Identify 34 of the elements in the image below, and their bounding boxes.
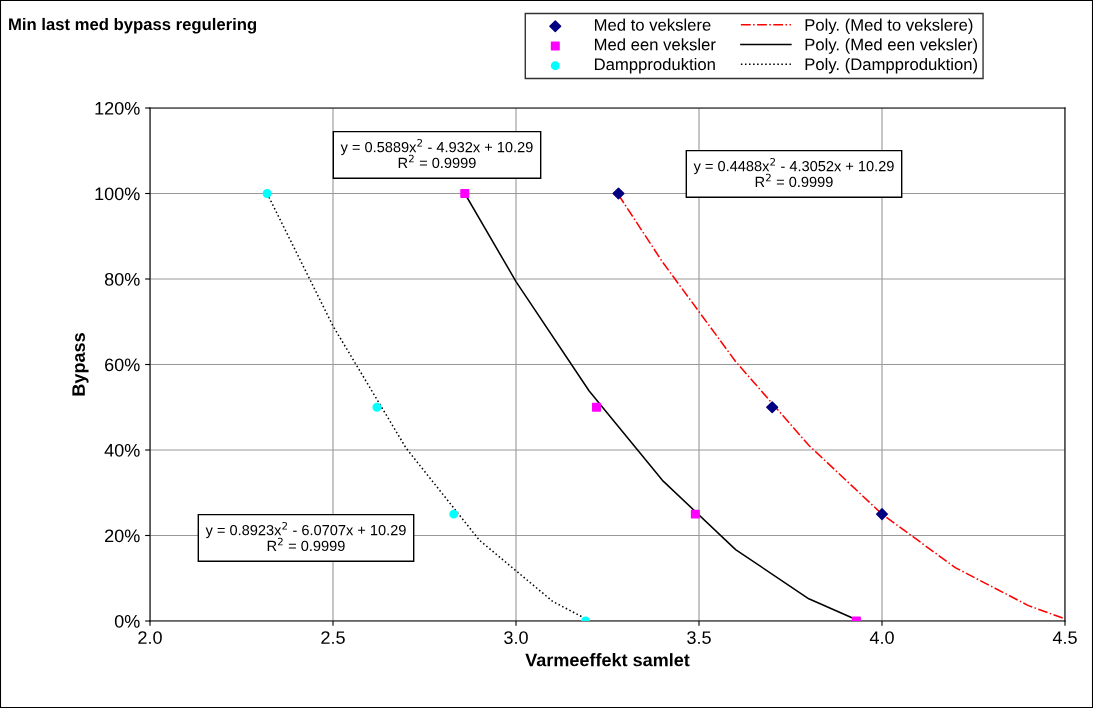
x-tick-label: 3.5 [687, 631, 711, 644]
y-tick-label: 100% [95, 187, 140, 201]
x-axis-title: Varmeeffekt samlet [525, 653, 690, 667]
legend-label: Med to vekslere [594, 18, 711, 31]
y-axis-title: Bypass [72, 333, 89, 396]
point [460, 189, 470, 198]
y-tick-label: 20% [105, 529, 140, 543]
chart-title: Min last med bypass regulering [9, 17, 257, 34]
point [262, 189, 272, 198]
y-tick-label: 120% [95, 101, 140, 115]
legend-label: Dampproduktion [594, 57, 715, 74]
x-tick-label: 2.5 [321, 631, 345, 644]
y-tick-label: 0% [114, 614, 140, 628]
y-tick-label: 60% [105, 358, 140, 372]
point [690, 509, 700, 519]
y-tick-label: 40% [104, 443, 140, 457]
legend-label: Med een veksler [594, 38, 716, 51]
point [766, 401, 779, 414]
point [875, 508, 889, 521]
x-tick-label: 3.0 [504, 631, 528, 644]
point [612, 187, 625, 200]
legend-label: Poly. (Med een veksler) [805, 38, 978, 54]
x-tick-label: 4.0 [869, 631, 894, 644]
text: y = 0.5889x$^{2}$ - 4.932x + 10.29 R$^{2}$ = 0.9999 [340, 138, 533, 169]
point [372, 402, 382, 412]
legend-label: Poly. (Dampproduktion) [805, 57, 978, 74]
text: y = 0.4488x$^{2}$ - 4.3052x + 10.29 R$^{2}$ = 0.9999 [693, 157, 894, 188]
x-tick-label: 4.5 [1052, 631, 1077, 644]
legend-label: Poly. (Med to vekslere) [805, 18, 973, 35]
y-tick-label: 80% [104, 272, 140, 286]
text: y = 0.8923x$^{2}$ - 6.0707x + 10.29 R$^{2}$ = 0.9999 [205, 521, 406, 552]
point [449, 509, 459, 519]
point [592, 402, 602, 412]
x-tick-label: 2.0 [138, 631, 162, 644]
